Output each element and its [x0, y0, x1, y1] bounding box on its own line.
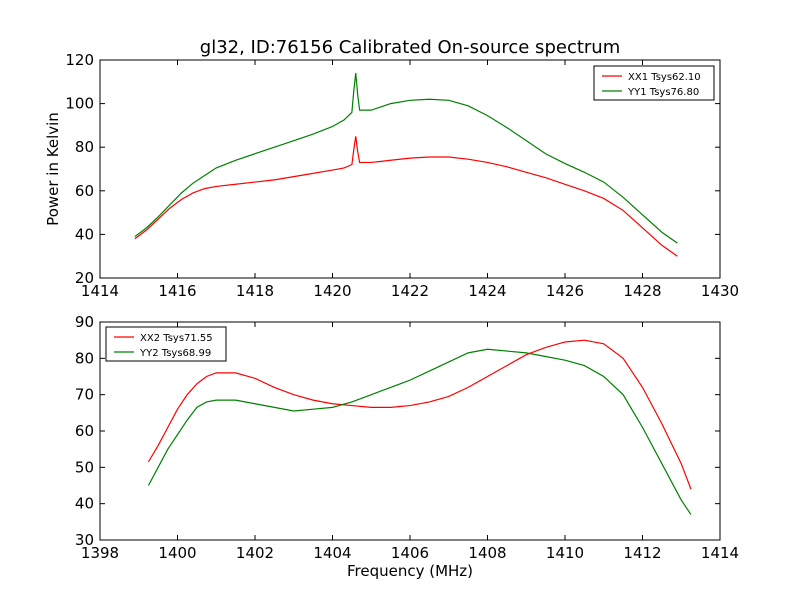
bottom-series-lines [147, 339, 692, 515]
bottom-legend-box [105, 326, 227, 362]
top-legend: XX1 Tsys62.10 YY1 Tsys76.80 [593, 65, 715, 101]
bottom-x-axis-title: Frequency (MHz) [347, 562, 473, 580]
top-y-tick-label: 40 [75, 225, 94, 243]
top-y-tick-label: 60 [75, 182, 94, 200]
bottom-legend: XX2 Tsys71.55 YY2 Tsys68.99 [105, 326, 227, 362]
top-y-axis-title: Power in Kelvin [44, 112, 62, 226]
top-legend-box [593, 65, 715, 101]
bottom-x-tick-label: 1412 [623, 544, 661, 562]
bottom-subplot: 1398 1400 1402 1404 1406 1408 1410 1412 1414 30 40… [75, 313, 739, 580]
bottom-y-tick-label: 90 [75, 313, 94, 331]
top-x-tick-label: 1424 [468, 282, 506, 300]
top-x-tick-label: 1428 [623, 282, 661, 300]
top-y-tick-label: 80 [75, 138, 94, 156]
top-y-tick-label: 100 [65, 95, 94, 113]
bottom-y-tick-label: 40 [75, 495, 94, 513]
top-x-tick-label: 1416 [158, 282, 196, 300]
bottom-ticks: 1398 1400 1402 1404 1406 1408 1410 1412 1414 30 40… [75, 313, 739, 562]
top-ticks: 1414 1416 1418 1420 1422 1424 1426 1428 1430 20 40… [65, 51, 739, 300]
bottom-y-tick-label: 30 [75, 531, 94, 549]
top-x-tick-label: 1426 [546, 282, 584, 300]
top-y-tick-label: 20 [75, 269, 94, 287]
bottom-y-tick-label: 70 [75, 386, 94, 404]
top-subplot: 1414 1416 1418 1420 1422 1424 1426 1428 1430 20 40… [44, 51, 739, 300]
top-x-tick-label: 1420 [313, 282, 351, 300]
top-x-tick-label: 1430 [701, 282, 739, 300]
figure-title: gl32, ID:76156 Calibrated On-source spec… [200, 37, 620, 58]
bottom-series-line-2 [147, 348, 692, 515]
top-series-line-1 [134, 136, 678, 257]
top-y-tick-label: 120 [65, 51, 94, 69]
top-series-line-2 [134, 73, 678, 244]
top-series-lines [134, 73, 678, 257]
bottom-x-tick-label: 1410 [546, 544, 584, 562]
top-legend-label-1: XX1 Tsys62.10 [628, 72, 701, 83]
bottom-x-tick-label: 1408 [468, 544, 506, 562]
bottom-y-tick-label: 50 [75, 458, 94, 476]
bottom-series-line-1 [147, 339, 692, 490]
top-x-tick-label: 1422 [391, 282, 429, 300]
bottom-legend-label-1: XX2 Tsys71.55 [140, 333, 213, 344]
bottom-x-tick-label: 1398 [81, 544, 119, 562]
bottom-x-tick-label: 1404 [313, 544, 351, 562]
bottom-x-tick-label: 1414 [701, 544, 739, 562]
bottom-y-tick-label: 80 [75, 349, 94, 367]
top-x-tick-label: 1414 [81, 282, 119, 300]
bottom-legend-label-2: YY2 Tsys68.99 [139, 348, 211, 359]
bottom-y-tick-label: 60 [75, 422, 94, 440]
bottom-x-tick-label: 1406 [391, 544, 429, 562]
bottom-x-tick-label: 1402 [236, 544, 274, 562]
top-legend-label-2: YY1 Tsys76.80 [627, 87, 699, 98]
top-x-tick-label: 1418 [236, 282, 274, 300]
bottom-x-tick-label: 1400 [158, 544, 196, 562]
